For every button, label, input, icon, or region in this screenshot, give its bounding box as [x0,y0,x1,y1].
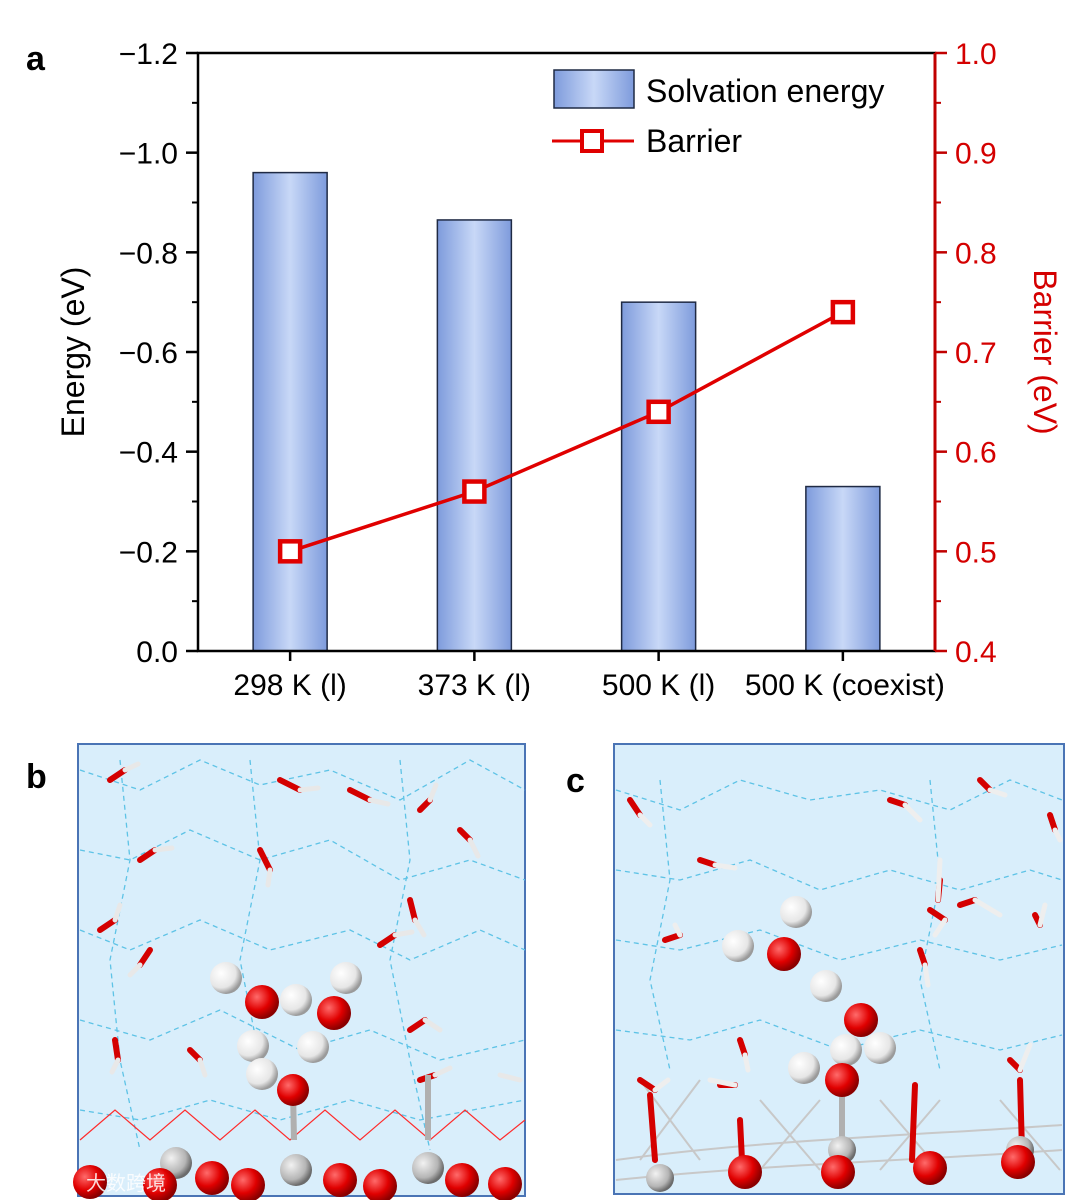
bar-2 [436,219,513,652]
y2-tick-label: 0.9 [955,138,997,171]
y2-tick-label: 0.7 [955,337,997,370]
y-tick-label: −0.8 [119,237,178,270]
barrier-marker-2 [462,479,487,504]
x-tick-label: 373 K (l) [418,669,531,702]
y-tick-label: −0.4 [119,437,178,470]
bar-3 [620,301,697,652]
legend-label-barrier: Barrier [646,123,742,159]
y2-tick-label: 0.8 [955,237,997,270]
proton-wire-c [722,896,896,1150]
water-molecules-b [97,761,523,1083]
y2-axis-title: Barrier (eV) [1027,269,1063,434]
y-tick-label: −1.2 [119,38,178,71]
legend-swatch-solvation [553,69,635,109]
surface-bonds-b [79,1109,526,1141]
watermark-text: 大数跨境 [86,1171,166,1195]
barrier-marker-1 [277,539,303,564]
snapshot-b-frame [77,743,526,1197]
legend-label-solvation: Solvation energy [646,73,884,109]
surface-atoms-c [646,1136,1035,1192]
y-tick-label: −0.2 [119,536,178,569]
y-tick-label: −0.6 [119,337,178,370]
chart-plot [196,51,937,653]
y-axis-title: Energy (eV) [55,267,91,438]
panel-label-b: b [26,758,47,796]
bar-4 [805,485,881,652]
legend-marker-barrier [580,129,604,153]
y2-tick-label: 0.5 [955,536,997,569]
x-tick-label: 500 K (l) [602,669,715,702]
y2-tick-label: 1.0 [955,38,997,71]
bar-1 [252,171,328,652]
bar-group [252,171,881,652]
left-axis-ticks: 0.0 −0.2 −0.4 −0.6 −0.8 −1.0 −1.2 [119,38,198,669]
simulation-snapshot-c [613,743,1065,1195]
surface-atoms-b [73,1147,522,1200]
x-tick-label: 500 K (coexist) [745,669,945,702]
hbond-network-c [615,779,1063,1071]
barrier-marker-4 [830,299,856,325]
y2-tick-label: 0.4 [955,636,997,669]
barrier-series [277,299,856,564]
right-axis-ticks: 0.4 0.5 0.6 0.7 0.8 0.9 1.0 [935,38,997,669]
water-molecules-c [627,777,1063,1163]
y-tick-label: 0.0 [136,636,178,669]
barrier-line [289,310,844,553]
panel-label-c: c [566,762,585,800]
simulation-snapshot-b: 大数跨境 [73,743,526,1200]
proton-wire-b [210,962,431,1141]
y2-tick-label: 0.6 [955,437,997,470]
barrier-marker-3 [646,399,671,425]
x-axis-ticks: 298 K (l) 373 K (l) 500 K (l) 500 K (coexis… [233,651,945,702]
y-tick-label: −1.0 [119,138,178,171]
legend: Solvation energy Barrier [552,69,884,159]
panel-label-a: a [26,40,46,78]
x-tick-label: 298 K (l) [233,669,346,702]
